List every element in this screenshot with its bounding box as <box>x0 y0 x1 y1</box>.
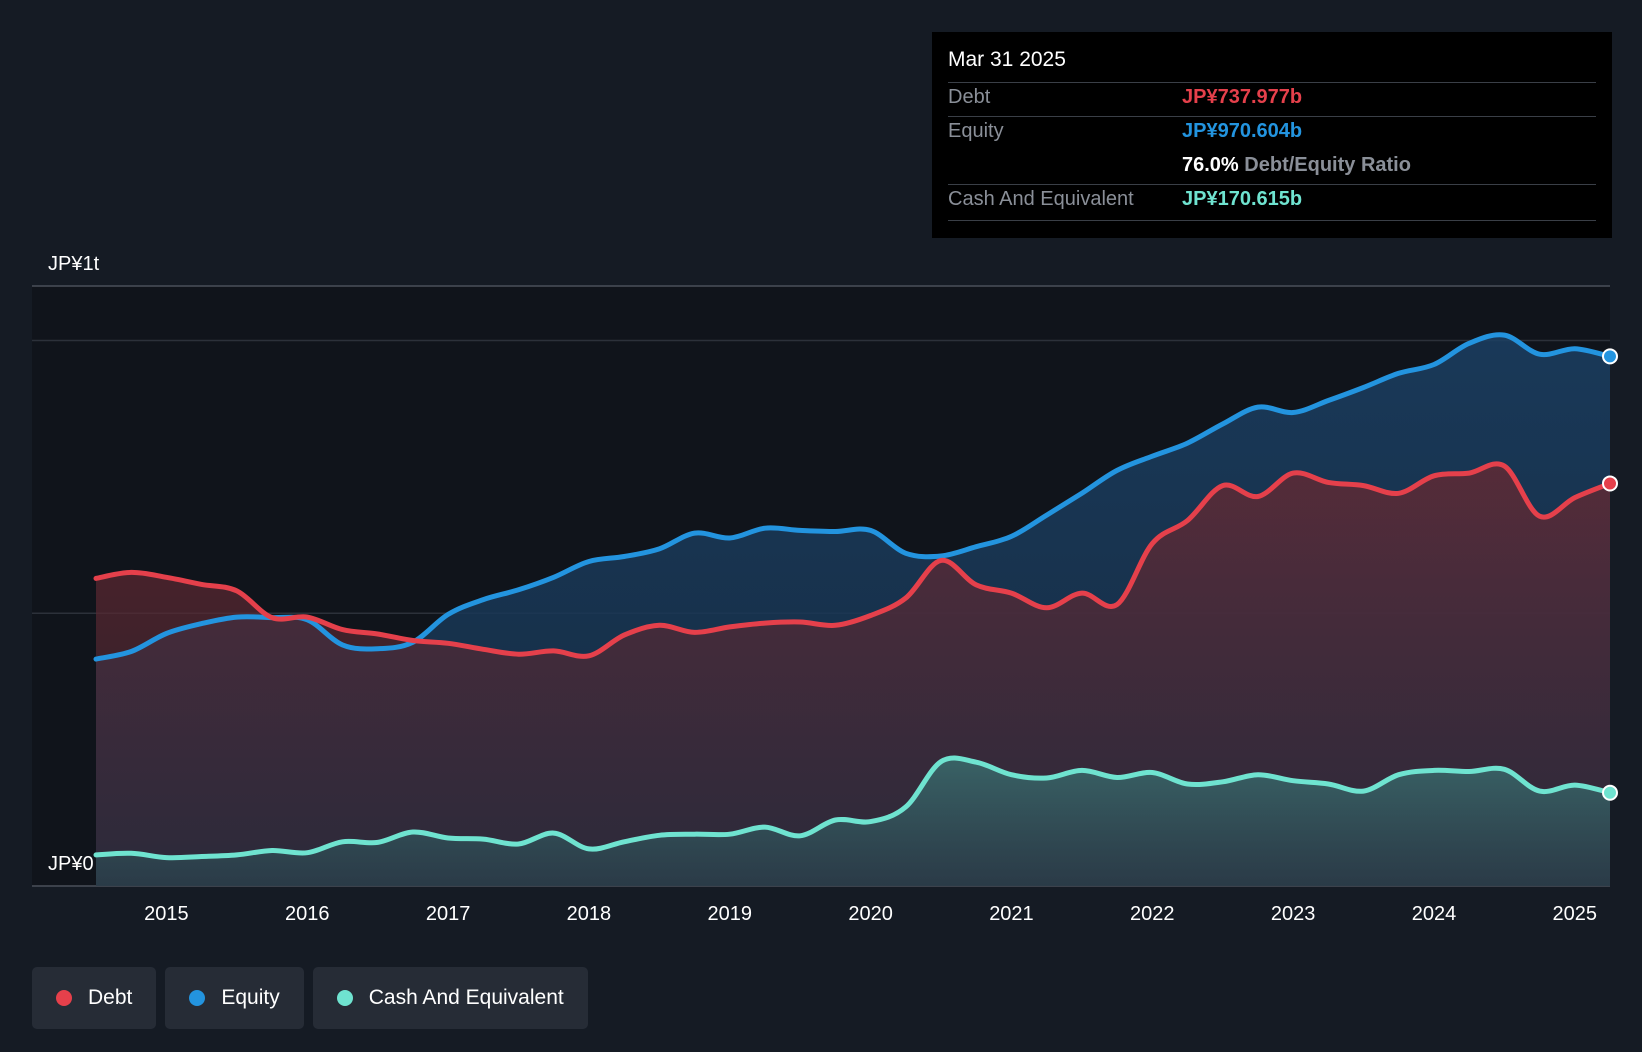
legend-debt-label: Debt <box>88 986 133 1009</box>
x-tick-label: 2024 <box>1412 903 1457 925</box>
series-endpoints <box>1602 348 1618 801</box>
tooltip-divider <box>948 220 1596 221</box>
cash-endpoint <box>1602 784 1618 801</box>
legend-equity-label: Equity <box>221 986 280 1009</box>
tooltip-debt-value: JP¥737.977b <box>1182 86 1303 108</box>
equity-line <box>93 332 1613 662</box>
cash-dot-icon <box>336 990 353 1006</box>
data-tooltip: Mar 31 2025 Debt JP¥737.977b Equity JP¥9… <box>932 32 1612 238</box>
x-tick-label: 2017 <box>426 903 471 925</box>
x-tick-label: 2023 <box>1271 903 1316 925</box>
y-axis-top-label: JP¥1t <box>48 253 100 275</box>
x-tick-label: 2019 <box>708 903 753 925</box>
debt-endpoint <box>1602 475 1618 492</box>
tooltip-debt-label: Debt <box>948 86 991 108</box>
legend-item-equity[interactable]: Equity <box>165 967 304 1029</box>
tooltip-equity-label: Equity <box>948 120 1004 142</box>
tooltip-equity-value: JP¥970.604b <box>1182 120 1303 142</box>
x-tick-label: 2020 <box>848 903 893 925</box>
legend-item-debt[interactable]: Debt <box>32 967 157 1029</box>
debt-line <box>93 461 1613 659</box>
legend-item-cash[interactable]: Cash And Equivalent <box>312 967 588 1029</box>
tooltip-ratio: 76.0% Debt/Equity Ratio <box>1182 154 1411 177</box>
y-axis-bottom-label: JP¥0 <box>48 853 94 875</box>
tooltip-divider <box>948 116 1596 117</box>
x-tick-label: 2021 <box>989 903 1034 925</box>
x-tick-label: 2025 <box>1553 903 1598 925</box>
legend-cash-label: Cash And Equivalent <box>368 986 564 1009</box>
x-tick-label: 2022 <box>1130 903 1175 925</box>
x-tick-label: 2018 <box>567 903 612 925</box>
equity-endpoint <box>1602 348 1618 365</box>
debt-dot-icon <box>56 990 72 1006</box>
cash-line <box>93 755 1613 861</box>
x-axis-ticks: 2015 2016 2017 2018 2019 2020 2021 2022 2023 2024… <box>144 903 1597 925</box>
series-lines <box>93 332 1613 861</box>
x-tick-label: 2016 <box>285 903 330 925</box>
tooltip-divider <box>948 184 1596 185</box>
x-tick-label: 2015 <box>144 903 189 925</box>
tooltip-cash-label: Cash And Equivalent <box>948 188 1134 210</box>
tooltip-ratio-value: 76.0% <box>1182 154 1239 176</box>
tooltip-date: Mar 31 2025 <box>948 48 1066 71</box>
tooltip-divider <box>948 82 1596 83</box>
equity-dot-icon <box>189 990 206 1006</box>
chart-legend: Debt Equity Cash And Equivalent <box>32 967 588 1029</box>
tooltip-ratio-label: Debt/Equity Ratio <box>1244 154 1411 176</box>
tooltip-cash-value: JP¥170.615b <box>1182 188 1303 210</box>
